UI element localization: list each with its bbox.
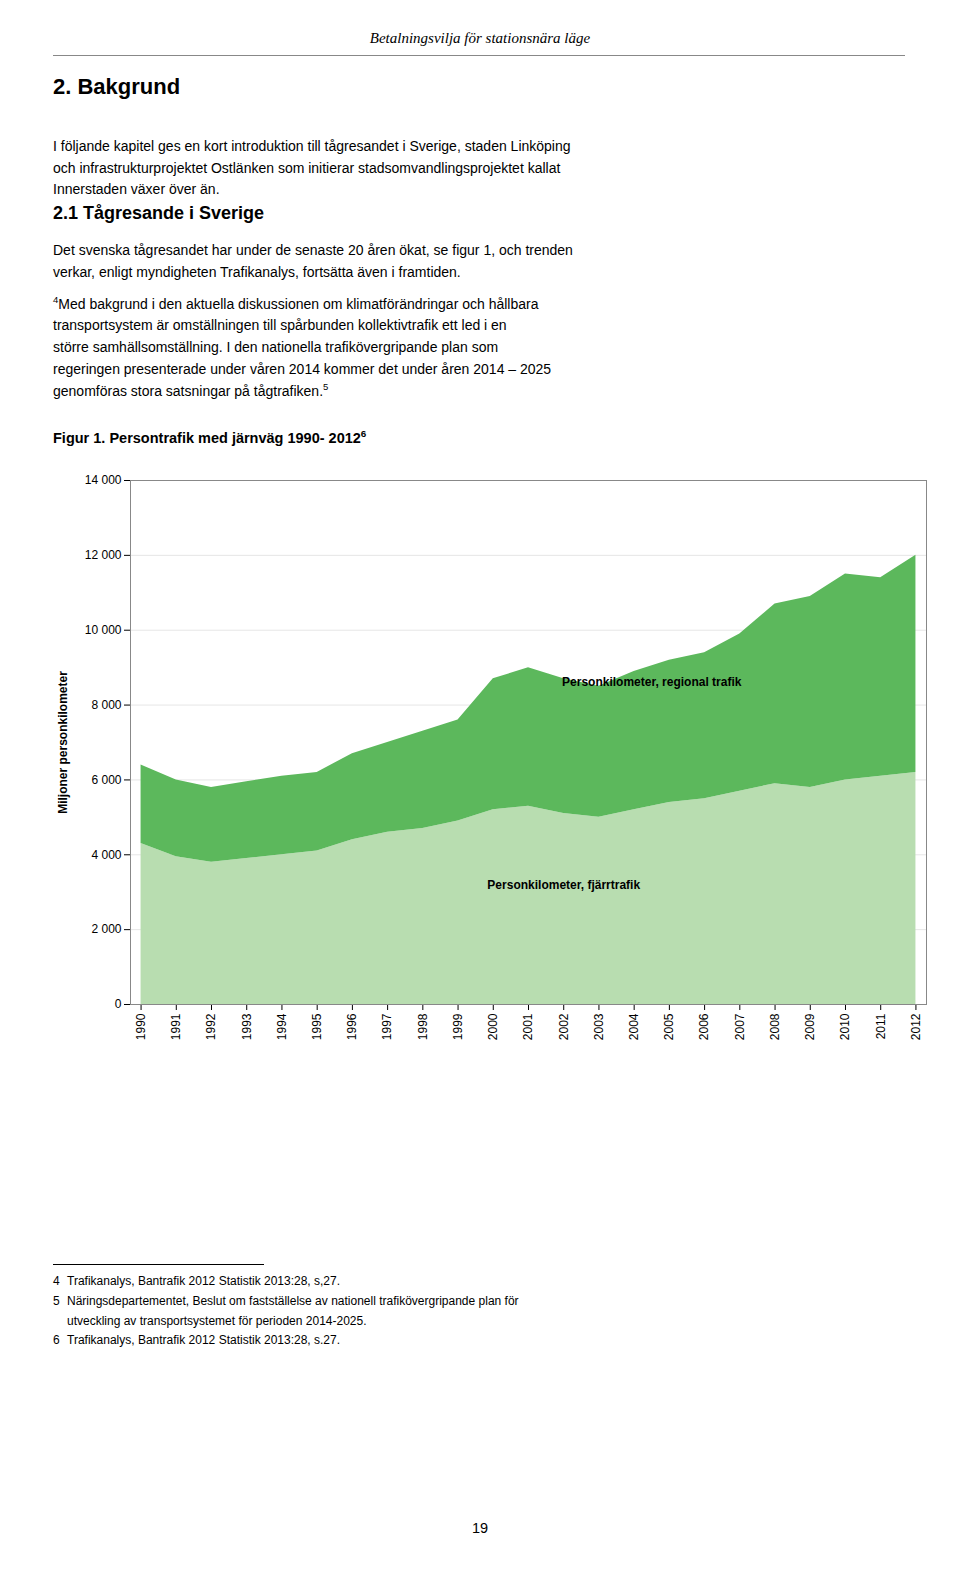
html-text:större samhällsomställning. I: större samhällsomställning. I den nation…: [53, 339, 499, 355]
html-text:Näringsdepartementet, Beslut o: Näringsdepartementet, Beslut om faststäl…: [67, 1293, 519, 1308]
svg-text:2011: 2011: [874, 1013, 888, 1039]
html-text:och infrastrukturprojektet Ost: och infrastrukturprojektet Ostlänken som…: [53, 159, 561, 176]
html-text:4: 4: [53, 1274, 60, 1288]
html-text:utveckling av transportsysteme: utveckling av transportsystemet för peri…: [67, 1313, 367, 1328]
html-text:5: 5: [53, 1293, 60, 1308]
svg-text:1992: 1992: [204, 1013, 218, 1040]
svg-text:2006: 2006: [697, 1013, 711, 1040]
html-text:regeringen presenterade under: regeringen presenterade under våren 2014…: [53, 360, 552, 377]
svg-text:1998: 1998: [416, 1013, 430, 1040]
svg-text:12 000: 12 000: [85, 548, 122, 562]
html-text:6: 6: [53, 1333, 60, 1348]
svg-text:1995: 1995: [310, 1013, 324, 1040]
html-text:genomföras stora satsningar på: genomföras stora satsningar på tågtrafik…: [53, 381, 329, 400]
svg-text:1997: 1997: [380, 1013, 394, 1040]
svg-text:2005: 2005: [662, 1013, 676, 1040]
svg-text:0: 0: [115, 997, 122, 1011]
html-text:I följande kapitel ges en kort: I följande kapitel ges en kort introdukt…: [53, 138, 571, 154]
svg-text:10 000: 10 000: [85, 623, 122, 637]
html-text:transportsystem är omställning: transportsystem är omställningen till sp…: [53, 317, 507, 334]
svg-text:2002: 2002: [557, 1013, 571, 1040]
html-text:verkar, enligt myndigheten Tra: verkar, enligt myndigheten Trafikanalys,…: [53, 263, 461, 280]
svg-text:1990: 1990: [134, 1013, 148, 1040]
svg-text:2000: 2000: [486, 1013, 500, 1040]
html-text:Trafikanalys, Bantrafik 2012 S: Trafikanalys, Bantrafik 2012 Statistik 2…: [67, 1274, 340, 1288]
html-text:2.1 Tågresande i Sverige: 2.1 Tågresande i Sverige: [53, 203, 265, 223]
svg-text:Personkilometer, regional traf: Personkilometer, regional trafik: [562, 675, 742, 689]
svg-text:2010: 2010: [838, 1013, 852, 1040]
svg-text:2004: 2004: [627, 1013, 641, 1040]
svg-text:1999: 1999: [451, 1013, 465, 1040]
svg-text:2001: 2001: [521, 1013, 535, 1040]
html-text:4Med bakgrund i den aktuella d: 4Med bakgrund i den aktuella diskussione…: [53, 294, 539, 312]
svg-text:Personkilometer, fjärrtrafik: Personkilometer, fjärrtrafik: [487, 878, 640, 892]
svg-text:Miljoner personkilometer: Miljoner personkilometer: [56, 671, 70, 814]
svg-text:2009: 2009: [803, 1013, 817, 1040]
html-text:Figur 1. Persontrafik med järn: Figur 1. Persontrafik med järnväg 1990- …: [53, 429, 361, 446]
svg-text:2003: 2003: [592, 1013, 606, 1040]
svg-text:2012: 2012: [909, 1013, 923, 1040]
svg-text:1991: 1991: [169, 1013, 183, 1040]
html-text:Innerstaden växer över än.: Innerstaden växer över än.: [53, 181, 220, 198]
svg-text:4 000: 4 000: [91, 848, 121, 862]
svg-text:1996: 1996: [345, 1013, 359, 1040]
svg-text:14 000: 14 000: [85, 473, 122, 487]
svg-text:2008: 2008: [768, 1013, 782, 1040]
svg-text:8 000: 8 000: [91, 698, 121, 712]
svg-text:1993: 1993: [240, 1013, 254, 1040]
html-text:6: 6: [360, 428, 367, 439]
html-text:Trafikanalys, Bantrafik 2012 S: Trafikanalys, Bantrafik 2012 Statistik 2…: [67, 1333, 340, 1348]
svg-text:6 000: 6 000: [91, 773, 121, 787]
svg-text:2007: 2007: [733, 1013, 747, 1040]
html-text:Betalningsvilja för stationsnä: Betalningsvilja för stationsnära läge: [369, 30, 591, 46]
html-text:19: 19: [471, 1520, 489, 1536]
svg-text:2 000: 2 000: [91, 922, 121, 936]
svg-text:1994: 1994: [275, 1013, 289, 1040]
html-text:2. Bakgrund: 2. Bakgrund: [53, 74, 181, 99]
html-text:Det svenska tågresandet har un: Det svenska tågresandet har under de sen…: [53, 242, 573, 258]
